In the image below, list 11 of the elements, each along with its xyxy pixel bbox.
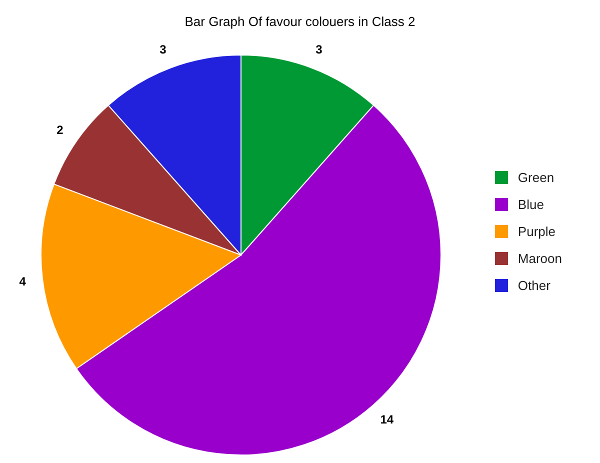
legend-label: Maroon (518, 251, 562, 266)
legend-label: Blue (518, 197, 544, 212)
data-label: 3 (316, 42, 323, 56)
data-label: 3 (160, 42, 167, 56)
chart-title: Bar Graph Of favour colouers in Class 2 (184, 14, 416, 29)
data-label: 14 (380, 412, 394, 427)
legend-label: Green (518, 170, 554, 185)
legend-label: Purple (518, 224, 556, 239)
data-label: 4 (19, 274, 26, 289)
legend-label: Other (518, 278, 550, 293)
data-label: 2 (56, 123, 64, 138)
